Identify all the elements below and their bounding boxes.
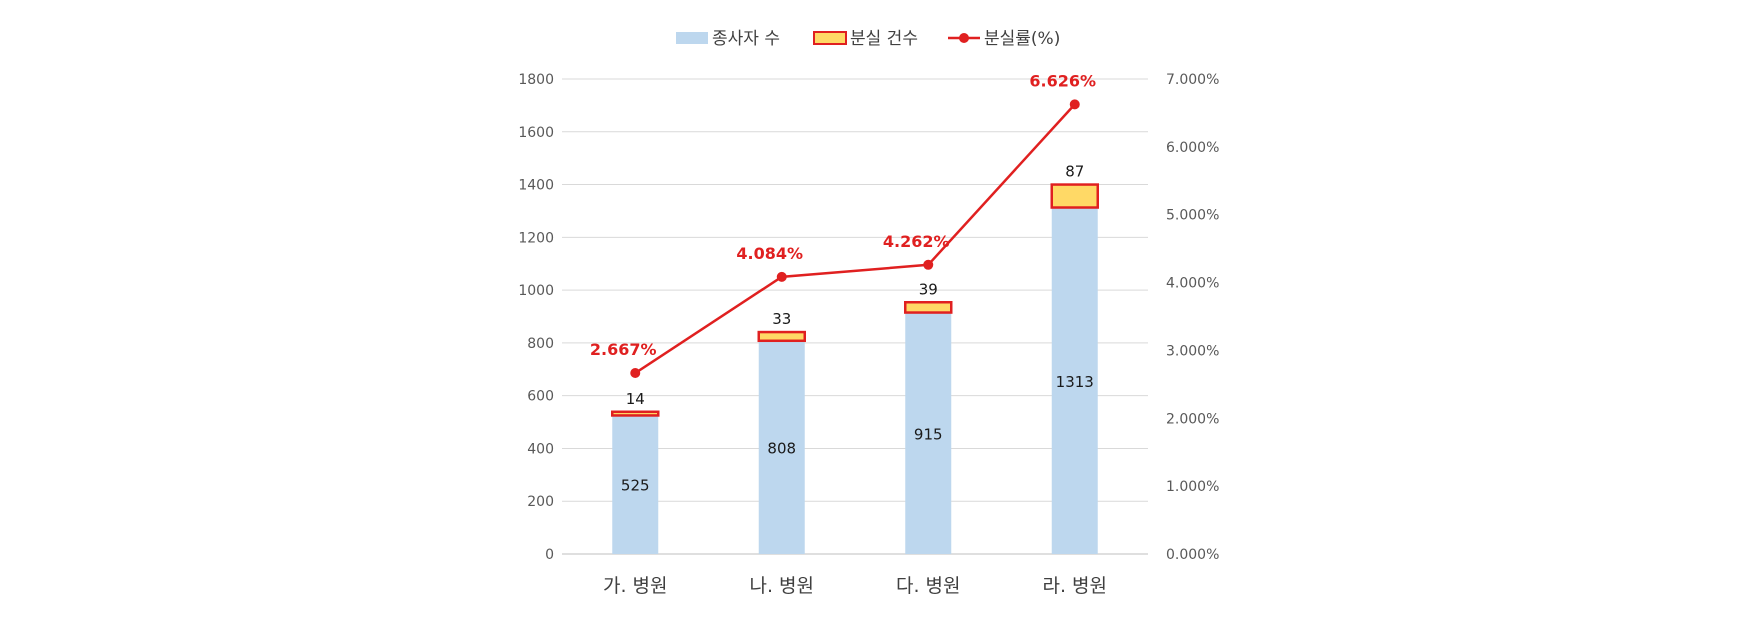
bar-label-losses: 87 [1065,163,1084,181]
right-tick-label: 7.000% [1166,72,1219,88]
legend-label-employees: 종사자 수 [712,29,780,49]
right-tick-label: 3.000% [1166,343,1219,359]
right-tick-label: 6.000% [1166,140,1219,156]
legend-swatch-losses [813,31,847,45]
left-tick-label: 1400 [518,178,554,194]
bar-losses [904,301,953,314]
bar-label-losses: 14 [626,390,645,408]
right-tick-label: 5.000% [1166,208,1219,224]
rate-label: 4.084% [736,244,803,263]
left-axis: 0 200 400 600 800 1000 1200 1400 1600 1800 [518,72,554,563]
bar-label-losses: 39 [919,280,938,298]
bar-employees [1051,207,1098,554]
category-label: 가. 병원 [603,575,668,597]
left-tick-label: 0 [545,547,554,563]
bar-label-employees: 808 [767,439,796,457]
left-tick-label: 400 [527,441,554,457]
left-tick-label: 600 [527,389,554,405]
bar-losses [757,330,806,343]
rate-marker [630,368,641,379]
category-axis: 가. 병원 나. 병원 다. 병원 라. 병원 [603,575,1107,597]
left-tick-label: 1000 [518,283,554,299]
bar-employees [905,312,952,554]
bar-label-employees: 1313 [1056,373,1094,391]
bar-label-losses: 33 [772,310,791,328]
left-tick-label: 800 [527,336,554,352]
legend-swatch-employees [676,32,708,44]
legend-marker-rate [959,33,969,43]
right-axis: 0.000% 1.000% 2.000% 3.000% 4.000% 5.000% 6.00… [1166,72,1219,563]
rate-line: 2.667% 4.084% 4.262% 6.626% [590,71,1096,379]
rate-marker [923,259,934,270]
rate-label: 4.262% [883,232,950,251]
category-label: 나. 병원 [749,575,814,597]
right-tick-label: 0.000% [1166,547,1219,563]
legend: 종사자 수 분실 건수 분실률(%) [676,29,1060,49]
bar-losses [611,410,660,417]
category-label: 라. 병원 [1042,575,1107,597]
rate-marker [776,271,787,282]
bars: 525 14 808 33 915 39 1313 87 [611,163,1099,554]
left-tick-label: 1600 [518,125,554,141]
rate-marker [1069,99,1080,110]
legend-label-losses: 분실 건수 [850,29,918,49]
bar-employees [758,340,805,554]
left-tick-label: 1200 [518,230,554,246]
bar-label-employees: 525 [621,477,650,495]
category-label: 다. 병원 [896,575,961,597]
left-tick-label: 1800 [518,72,554,88]
rate-label: 6.626% [1029,71,1096,90]
right-tick-label: 4.000% [1166,276,1219,292]
bar-label-employees: 915 [914,425,943,443]
rate-label: 2.667% [590,340,657,359]
rate-line-path [634,103,1076,375]
legend-label-rate: 분실률(%) [984,29,1060,49]
bar-losses [1050,183,1099,209]
right-tick-label: 1.000% [1166,479,1219,495]
bar-employees [612,415,659,554]
right-tick-label: 2.000% [1166,411,1219,427]
left-tick-label: 200 [527,494,554,510]
